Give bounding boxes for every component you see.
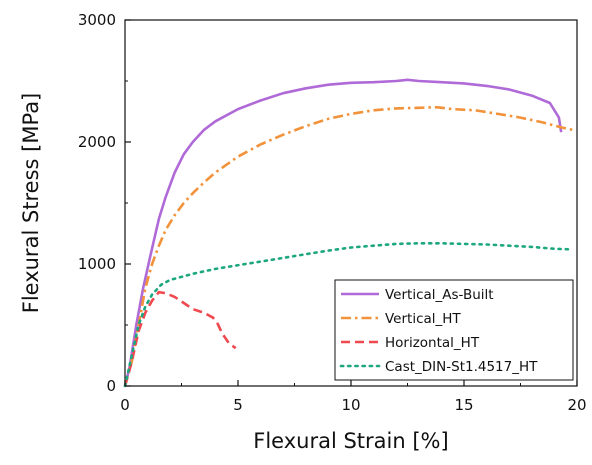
series-line-2 <box>123 105 573 387</box>
legend: Vertical_As-Built Vertical_HT Horizontal_H… <box>334 279 574 381</box>
y-axis-ticks: 0 1000 2000 3000 <box>78 11 131 395</box>
legend-label-2: Vertical_HT <box>385 311 461 327</box>
legend-box <box>334 279 574 381</box>
x-tick-label: 5 <box>233 396 243 414</box>
legend-label-4: Cast_DIN-St1.4517_HT <box>385 359 538 375</box>
legend-label-1: Vertical_As-Built <box>385 287 494 303</box>
plot-area: 0 5 10 15 20 0 1000 2000 3000 <box>78 11 587 414</box>
legend-label-3: Horizontal_HT <box>385 335 480 351</box>
x-tick-label: 0 <box>120 396 130 414</box>
x-tick-label: 15 <box>454 396 473 414</box>
series-line-4 <box>123 242 574 388</box>
x-axis-ticks: 0 5 10 15 20 <box>120 380 587 414</box>
y-tick-label: 1000 <box>78 255 116 273</box>
series-line-3 <box>123 290 237 387</box>
y-tick-label: 2000 <box>78 133 116 151</box>
y-axis-title: Flexural Stress [MPa] <box>19 93 43 314</box>
x-tick-label: 10 <box>341 396 360 414</box>
y-tick-label: 3000 <box>78 11 116 29</box>
series-group <box>123 78 574 388</box>
x-tick-label: 20 <box>567 396 586 414</box>
x-axis-title: Flexural Strain [%] <box>253 429 448 453</box>
y-tick-label: 0 <box>106 377 116 395</box>
series-line-1 <box>123 78 563 387</box>
